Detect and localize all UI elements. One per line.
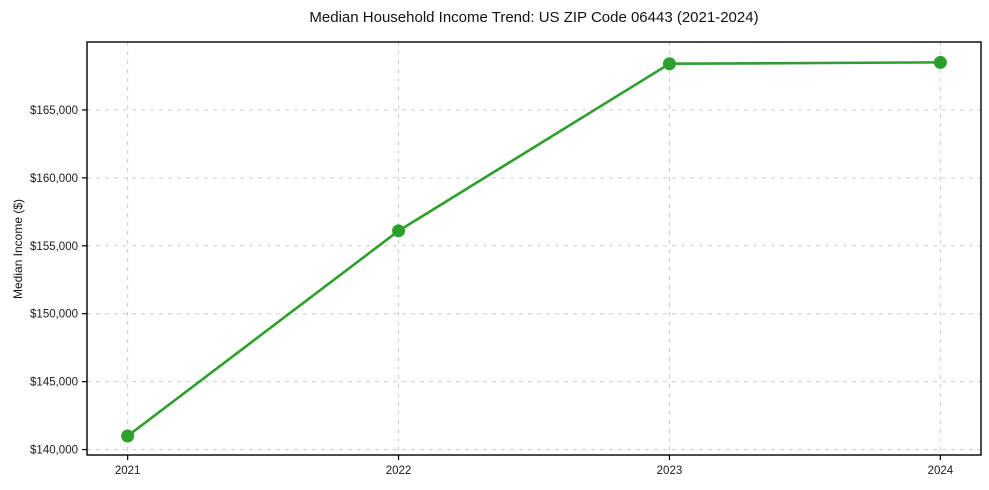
y-tick-label: $160,000: [30, 173, 78, 185]
data-point-marker: [121, 429, 135, 443]
y-tick-label: $150,000: [30, 309, 78, 321]
data-point-marker: [662, 57, 676, 71]
x-tick-label: 2021: [115, 465, 141, 477]
y-tick-label: $145,000: [30, 377, 78, 389]
y-tick-label: $155,000: [30, 241, 78, 253]
data-point-marker: [933, 55, 947, 69]
trend-line: [126, 61, 942, 438]
y-tick-label: $140,000: [30, 445, 78, 457]
x-tick-label: 2023: [657, 465, 683, 477]
chart-title: Median Household Income Trend: US ZIP Co…: [309, 9, 759, 26]
x-tick-label: 2024: [928, 465, 954, 477]
data-point-marker: [392, 224, 406, 238]
y-tick-label: $165,000: [30, 105, 78, 117]
plot-border: [86, 41, 982, 456]
x-tick-label: 2022: [386, 465, 412, 477]
